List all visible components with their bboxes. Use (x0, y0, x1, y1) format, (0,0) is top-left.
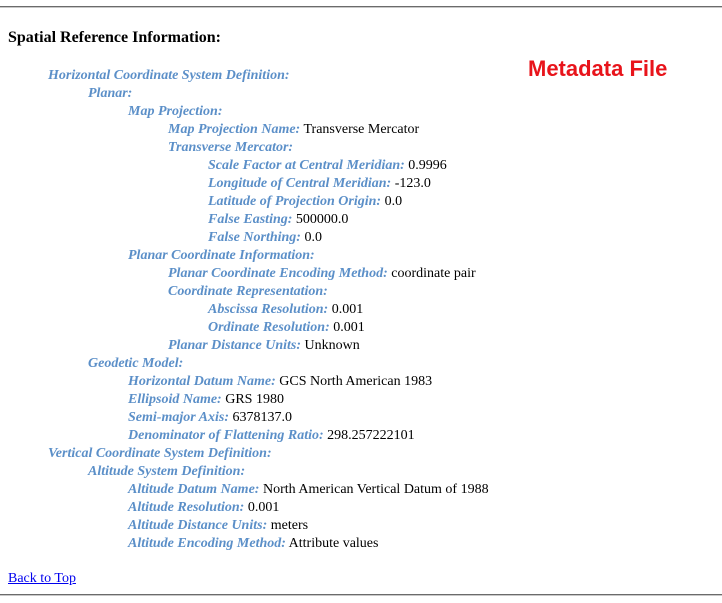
field-key: Coordinate Representation: (168, 284, 328, 299)
field-key: Altitude System Definition: (88, 464, 246, 479)
map-projection-name-row: Map Projection Name: Transverse Mercator (0, 121, 489, 139)
field-value: 0.0 (304, 230, 322, 245)
field-value: -123.0 (394, 176, 431, 191)
altitude-distance-units-row: Altitude Distance Units: meters (0, 517, 489, 535)
field-key: False Easting: (208, 212, 293, 227)
field-key: Denominator of Flattening Ratio: (128, 428, 324, 443)
semi-major-axis-row: Semi-major Axis: 6378137.0 (0, 409, 489, 427)
field-key: Map Projection Name: (168, 122, 301, 137)
coordinate-representation-row: Coordinate Representation: (0, 283, 489, 301)
field-value: 6378137.0 (232, 410, 293, 425)
field-key: Altitude Resolution: (128, 500, 245, 515)
altitude-datum-name-row: Altitude Datum Name: North American Vert… (0, 481, 489, 499)
field-value: North American Vertical Datum of 1988 (262, 482, 489, 497)
field-key: Altitude Distance Units: (128, 518, 268, 533)
field-key: Planar Coordinate Encoding Method: (168, 266, 388, 281)
field-value: 298.257222101 (327, 428, 415, 443)
denominator-flattening-row: Denominator of Flattening Ratio: 298.257… (0, 427, 489, 445)
section-heading: Spatial Reference Information: (8, 29, 221, 46)
field-value: 0.001 (247, 500, 280, 515)
field-key: Vertical Coordinate System Definition: (48, 446, 272, 461)
field-key: Ellipsoid Name: (128, 392, 222, 407)
spatial-reference-tree: Horizontal Coordinate System Definition:… (0, 67, 489, 553)
field-value: 0.001 (331, 302, 364, 317)
field-value: Unknown (304, 338, 360, 353)
horizontal-datum-name-row: Horizontal Datum Name: GCS North America… (0, 373, 489, 391)
planar-distance-units-row: Planar Distance Units: Unknown (0, 337, 489, 355)
field-key: Abscissa Resolution: (208, 302, 329, 317)
field-key: Horizontal Datum Name: (128, 374, 276, 389)
bottom-divider (0, 594, 722, 596)
field-key: Planar: (88, 86, 133, 101)
altitude-encoding-method-row: Altitude Encoding Method: Attribute valu… (0, 535, 489, 553)
field-key: Geodetic Model: (88, 356, 184, 371)
false-easting-row: False Easting: 500000.0 (0, 211, 489, 229)
field-value: Attribute values (288, 536, 379, 551)
field-key: Longitude of Central Meridian: (208, 176, 392, 191)
field-value: GRS 1980 (225, 392, 284, 407)
altitude-resolution-row: Altitude Resolution: 0.001 (0, 499, 489, 517)
latitude-projection-origin-row: Latitude of Projection Origin: 0.0 (0, 193, 489, 211)
field-value: 500000.0 (295, 212, 349, 227)
field-value: coordinate pair (391, 266, 476, 281)
field-key: Semi-major Axis: (128, 410, 229, 425)
field-key: Planar Distance Units: (168, 338, 302, 353)
field-key: Latitude of Projection Origin: (208, 194, 382, 209)
field-key: Scale Factor at Central Meridian: (208, 158, 405, 173)
top-divider (0, 6, 722, 8)
field-value: 0.0 (384, 194, 403, 209)
ordinate-resolution-row: Ordinate Resolution: 0.001 (0, 319, 489, 337)
planar-coordinate-information-row: Planar Coordinate Information: (0, 247, 489, 265)
ellipsoid-name-row: Ellipsoid Name: GRS 1980 (0, 391, 489, 409)
longitude-central-meridian-row: Longitude of Central Meridian: -123.0 (0, 175, 489, 193)
geodetic-model-row: Geodetic Model: (0, 355, 489, 373)
map-projection-row: Map Projection: (0, 103, 489, 121)
field-key: Altitude Datum Name: (128, 482, 260, 497)
altitude-system-definition-row: Altitude System Definition: (0, 463, 489, 481)
field-value: GCS North American 1983 (279, 374, 433, 389)
field-key: False Northing: (208, 230, 301, 245)
field-value: meters (270, 518, 309, 533)
abscissa-resolution-row: Abscissa Resolution: 0.001 (0, 301, 489, 319)
field-key: Transverse Mercator: (168, 140, 294, 155)
field-key: Ordinate Resolution: (208, 320, 330, 335)
field-key: Map Projection: (128, 104, 223, 119)
field-value: Transverse Mercator (303, 122, 420, 137)
planar-coordinate-encoding-row: Planar Coordinate Encoding Method: coord… (0, 265, 489, 283)
back-to-top-link[interactable]: Back to Top (8, 571, 76, 586)
transverse-mercator-row: Transverse Mercator: (0, 139, 489, 157)
field-key: Horizontal Coordinate System Definition: (48, 68, 290, 83)
horizontal-coordinate-system-row: Horizontal Coordinate System Definition: (0, 67, 489, 85)
vertical-coordinate-system-row: Vertical Coordinate System Definition: (0, 445, 489, 463)
scale-factor-row: Scale Factor at Central Meridian: 0.9996 (0, 157, 489, 175)
field-key: Altitude Encoding Method: (128, 536, 286, 551)
field-value: 0.001 (333, 320, 365, 335)
planar-row: Planar: (0, 85, 489, 103)
metadata-file-label: Metadata File (528, 56, 668, 81)
false-northing-row: False Northing: 0.0 (0, 229, 489, 247)
field-key: Planar Coordinate Information: (128, 248, 315, 263)
field-value: 0.9996 (408, 158, 447, 173)
